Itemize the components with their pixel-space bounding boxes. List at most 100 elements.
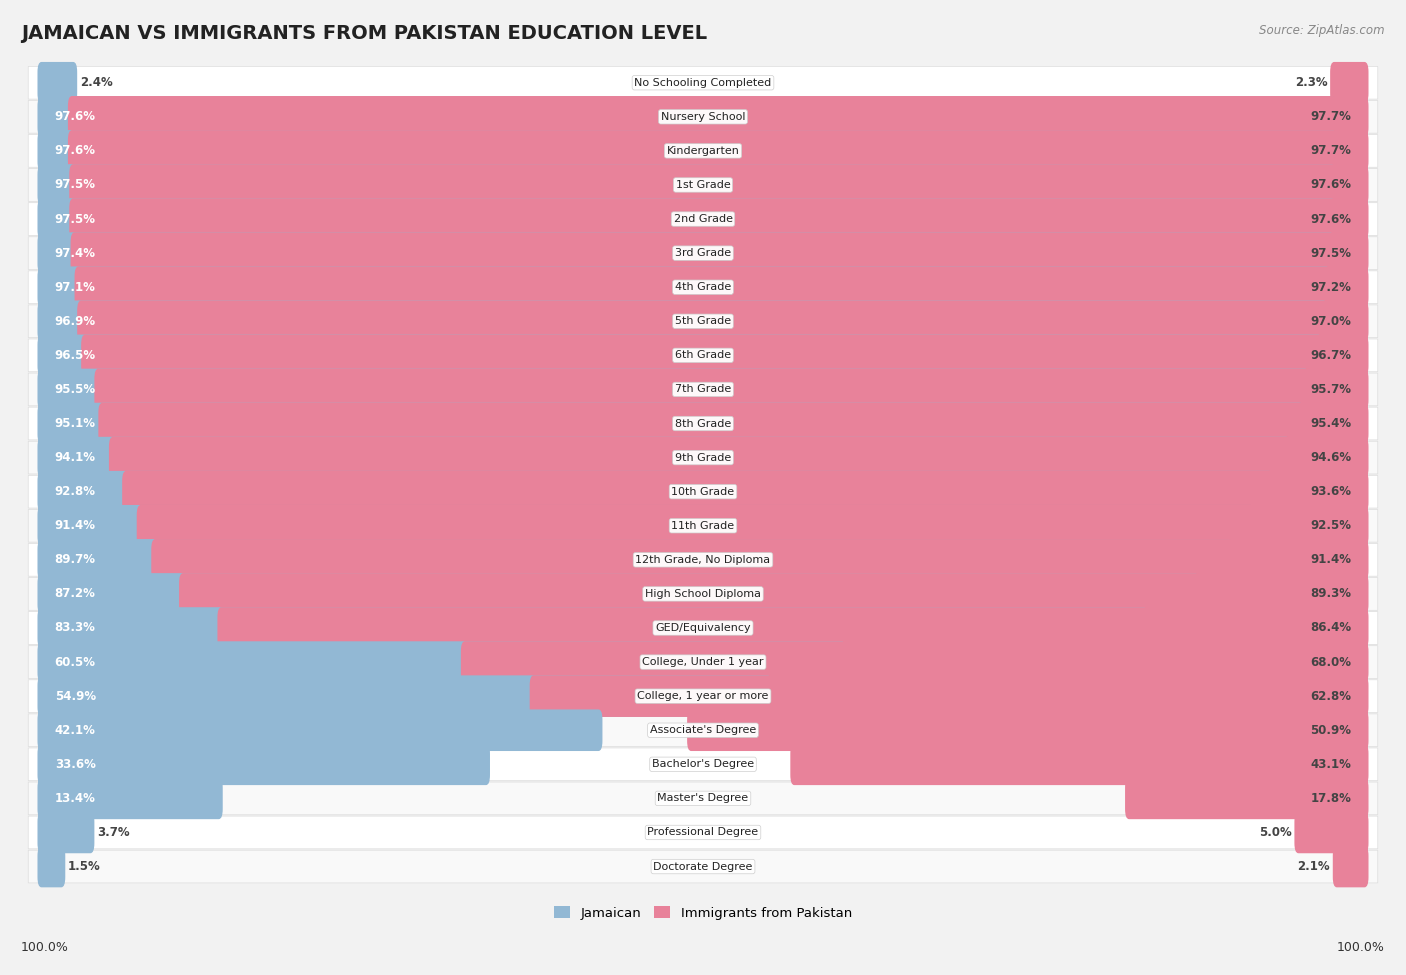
Text: 97.6%: 97.6%: [1310, 178, 1351, 191]
Text: Master's Degree: Master's Degree: [658, 794, 748, 803]
Text: 1st Grade: 1st Grade: [676, 180, 730, 190]
Legend: Jamaican, Immigrants from Pakistan: Jamaican, Immigrants from Pakistan: [548, 901, 858, 925]
Text: 91.4%: 91.4%: [55, 520, 96, 532]
FancyBboxPatch shape: [67, 130, 1368, 172]
Text: 4th Grade: 4th Grade: [675, 282, 731, 292]
FancyBboxPatch shape: [38, 198, 1336, 240]
FancyBboxPatch shape: [38, 676, 772, 717]
FancyBboxPatch shape: [38, 778, 222, 819]
Text: 95.5%: 95.5%: [55, 383, 96, 396]
Text: 9th Grade: 9th Grade: [675, 452, 731, 462]
Text: Doctorate Degree: Doctorate Degree: [654, 862, 752, 872]
FancyBboxPatch shape: [28, 509, 1378, 542]
Text: 7th Grade: 7th Grade: [675, 384, 731, 395]
FancyBboxPatch shape: [28, 680, 1378, 713]
Text: 8th Grade: 8th Grade: [675, 418, 731, 429]
Text: 5.0%: 5.0%: [1258, 826, 1292, 838]
FancyBboxPatch shape: [1330, 62, 1368, 103]
FancyBboxPatch shape: [122, 471, 1368, 513]
FancyBboxPatch shape: [38, 505, 1254, 547]
Text: 97.4%: 97.4%: [55, 247, 96, 259]
Text: Kindergarten: Kindergarten: [666, 146, 740, 156]
FancyBboxPatch shape: [28, 203, 1378, 235]
Text: 97.2%: 97.2%: [1310, 281, 1351, 293]
FancyBboxPatch shape: [38, 744, 489, 785]
Text: GED/Equivalency: GED/Equivalency: [655, 623, 751, 633]
Text: 97.6%: 97.6%: [55, 144, 96, 157]
Text: Source: ZipAtlas.com: Source: ZipAtlas.com: [1260, 24, 1385, 37]
Text: Associate's Degree: Associate's Degree: [650, 725, 756, 735]
FancyBboxPatch shape: [38, 232, 1334, 274]
FancyBboxPatch shape: [94, 369, 1368, 410]
Text: 60.5%: 60.5%: [55, 655, 96, 669]
FancyBboxPatch shape: [28, 135, 1378, 168]
Text: 3.7%: 3.7%: [97, 826, 129, 838]
Text: 42.1%: 42.1%: [55, 723, 96, 737]
Text: College, Under 1 year: College, Under 1 year: [643, 657, 763, 667]
FancyBboxPatch shape: [38, 130, 1337, 172]
FancyBboxPatch shape: [38, 811, 94, 853]
FancyBboxPatch shape: [38, 403, 1303, 445]
Text: 97.6%: 97.6%: [1310, 213, 1351, 225]
Text: 95.7%: 95.7%: [1310, 383, 1351, 396]
FancyBboxPatch shape: [28, 476, 1378, 508]
Text: 5th Grade: 5th Grade: [675, 316, 731, 327]
FancyBboxPatch shape: [38, 96, 1337, 137]
Text: 12th Grade, No Diploma: 12th Grade, No Diploma: [636, 555, 770, 565]
FancyBboxPatch shape: [1333, 845, 1368, 887]
FancyBboxPatch shape: [28, 169, 1378, 201]
FancyBboxPatch shape: [28, 100, 1378, 134]
Text: 2.1%: 2.1%: [1298, 860, 1330, 873]
FancyBboxPatch shape: [38, 164, 1336, 206]
Text: 10th Grade: 10th Grade: [672, 487, 734, 496]
FancyBboxPatch shape: [28, 748, 1378, 781]
Text: 1.5%: 1.5%: [67, 860, 101, 873]
FancyBboxPatch shape: [38, 266, 1330, 308]
FancyBboxPatch shape: [530, 676, 1368, 717]
Text: 94.1%: 94.1%: [55, 451, 96, 464]
Text: 97.6%: 97.6%: [55, 110, 96, 123]
FancyBboxPatch shape: [28, 577, 1378, 610]
Text: 93.6%: 93.6%: [1310, 486, 1351, 498]
FancyBboxPatch shape: [69, 198, 1368, 240]
FancyBboxPatch shape: [69, 164, 1368, 206]
Text: High School Diploma: High School Diploma: [645, 589, 761, 599]
Text: 97.5%: 97.5%: [55, 213, 96, 225]
Text: 100.0%: 100.0%: [1337, 941, 1385, 954]
FancyBboxPatch shape: [28, 543, 1378, 576]
Text: Professional Degree: Professional Degree: [647, 828, 759, 838]
Text: 54.9%: 54.9%: [55, 689, 96, 703]
Text: 2.3%: 2.3%: [1295, 76, 1327, 90]
Text: 92.8%: 92.8%: [55, 486, 96, 498]
Text: 97.1%: 97.1%: [55, 281, 96, 293]
Text: 95.4%: 95.4%: [1310, 417, 1351, 430]
FancyBboxPatch shape: [136, 505, 1368, 547]
Text: 11th Grade: 11th Grade: [672, 521, 734, 530]
FancyBboxPatch shape: [28, 271, 1378, 303]
FancyBboxPatch shape: [218, 607, 1368, 648]
FancyBboxPatch shape: [152, 539, 1368, 581]
FancyBboxPatch shape: [38, 300, 1327, 342]
Text: College, 1 year or more: College, 1 year or more: [637, 691, 769, 701]
FancyBboxPatch shape: [38, 845, 65, 887]
FancyBboxPatch shape: [179, 573, 1368, 614]
Text: 96.9%: 96.9%: [55, 315, 96, 328]
FancyBboxPatch shape: [38, 607, 1147, 648]
FancyBboxPatch shape: [38, 437, 1291, 479]
FancyBboxPatch shape: [28, 339, 1378, 371]
FancyBboxPatch shape: [77, 300, 1368, 342]
FancyBboxPatch shape: [28, 611, 1378, 644]
FancyBboxPatch shape: [75, 266, 1368, 308]
FancyBboxPatch shape: [1125, 778, 1368, 819]
FancyBboxPatch shape: [82, 334, 1368, 376]
Text: 100.0%: 100.0%: [21, 941, 69, 954]
Text: 83.3%: 83.3%: [55, 621, 96, 635]
FancyBboxPatch shape: [28, 714, 1378, 747]
FancyBboxPatch shape: [38, 573, 1199, 614]
FancyBboxPatch shape: [28, 782, 1378, 815]
FancyBboxPatch shape: [28, 373, 1378, 406]
FancyBboxPatch shape: [28, 645, 1378, 679]
FancyBboxPatch shape: [38, 539, 1232, 581]
Text: 86.4%: 86.4%: [1310, 621, 1351, 635]
Text: 43.1%: 43.1%: [1310, 758, 1351, 771]
